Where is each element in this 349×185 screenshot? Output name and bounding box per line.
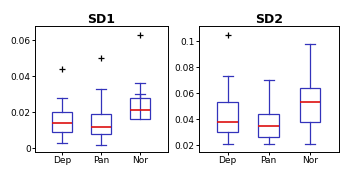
PathPatch shape	[217, 102, 238, 132]
PathPatch shape	[52, 112, 72, 132]
Title: SD1: SD1	[87, 13, 115, 26]
Title: SD2: SD2	[255, 13, 283, 26]
PathPatch shape	[91, 114, 111, 134]
PathPatch shape	[131, 98, 150, 119]
PathPatch shape	[259, 114, 279, 137]
PathPatch shape	[299, 88, 320, 122]
